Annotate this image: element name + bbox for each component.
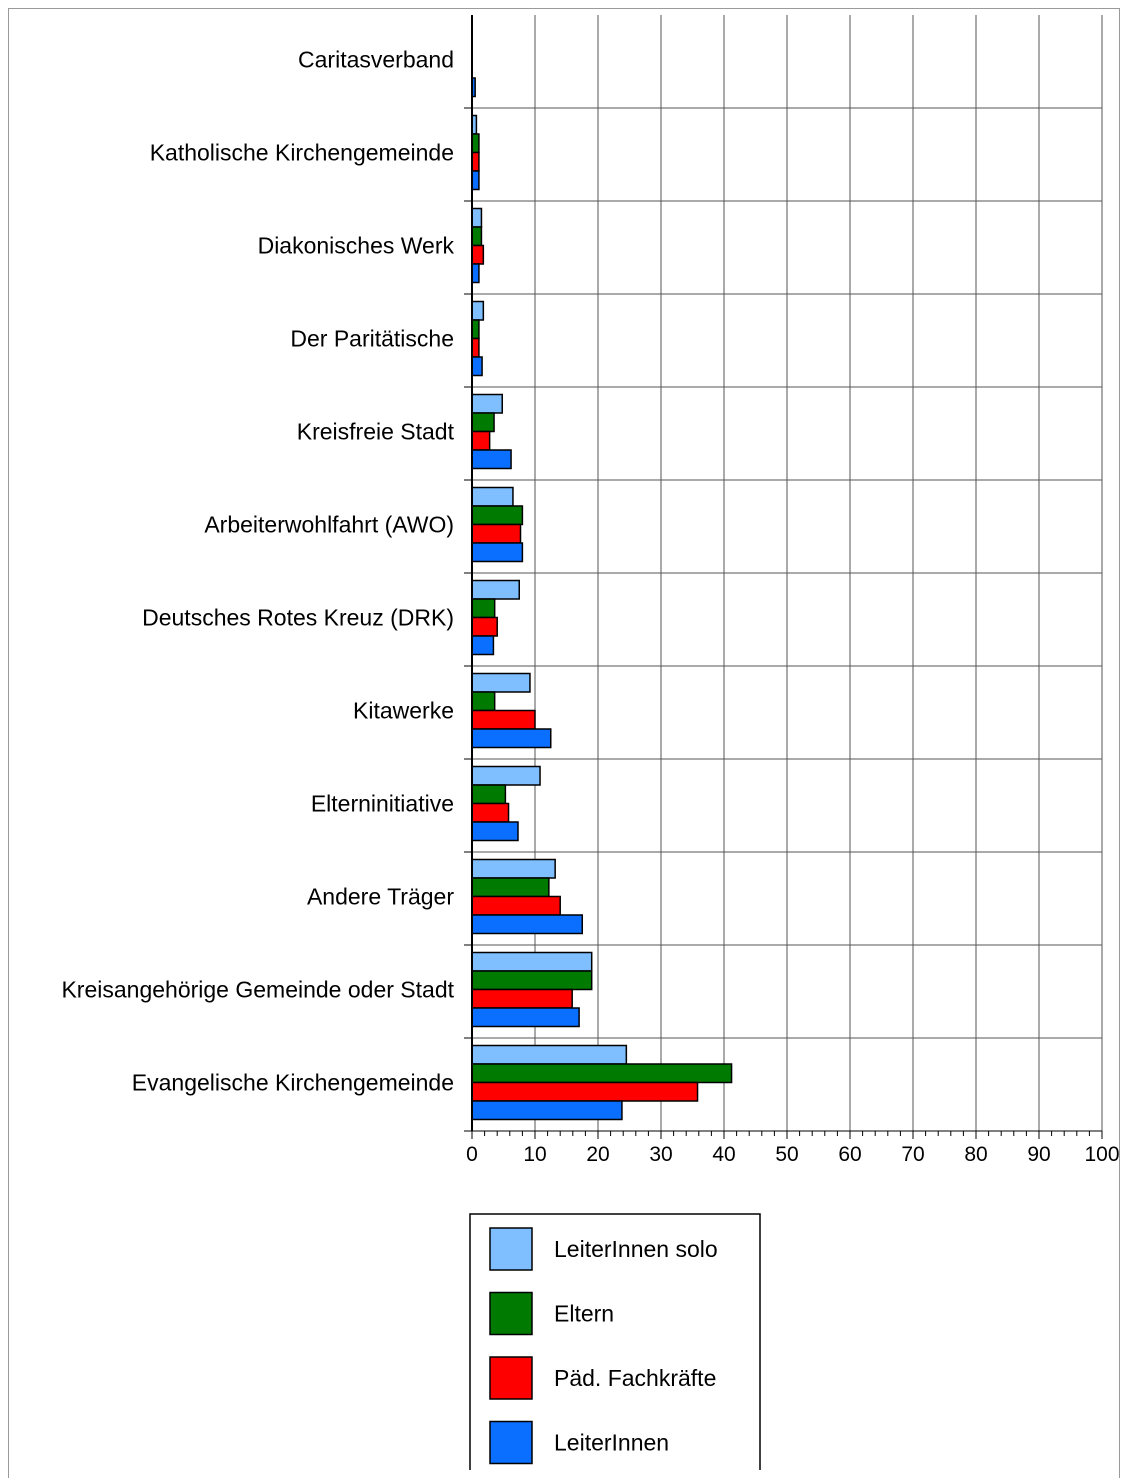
x-tick-label: 40 [712, 1143, 735, 1166]
bar-p-d-fachkr-fte [471, 151, 480, 172]
bar-eltern [471, 784, 507, 805]
category-label: Evangelische Kirchengemeinde [132, 1070, 454, 1096]
bar-p-d-fachkr-fte [471, 337, 480, 358]
category-label: Deutsches Rotes Kreuz (DRK) [142, 605, 454, 631]
bar-leiterinnen-solo [471, 672, 531, 693]
bar-leiterinnen [471, 542, 524, 563]
bar-leiterinnen-solo [471, 300, 485, 321]
bar-eltern [471, 691, 496, 712]
legend-swatch [489, 1356, 533, 1400]
bar-leiterinnen [471, 635, 495, 656]
bar-p-d-fachkr-fte [471, 244, 485, 265]
bar-leiterinnen [471, 821, 519, 842]
bar-p-d-fachkr-fte [471, 802, 510, 823]
legend-label: LeiterInnen [554, 1430, 669, 1456]
category-label: Caritasverband [298, 47, 454, 73]
category-label: Kreisfreie Stadt [297, 419, 455, 445]
bar-leiterinnen-solo [471, 951, 593, 972]
x-tick-label: 10 [523, 1143, 546, 1166]
bar-eltern [471, 133, 480, 154]
x-tick-label: 60 [838, 1143, 861, 1166]
bar-p-d-fachkr-fte [471, 709, 536, 730]
bar-leiterinnen [471, 449, 512, 470]
bar-leiterinnen-solo [471, 579, 520, 600]
x-tick-label: 0 [466, 1143, 478, 1166]
x-tick-label: 100 [1084, 1143, 1119, 1166]
category-label: Diakonisches Werk [258, 233, 455, 259]
legend-swatch [489, 1420, 533, 1465]
axes: 0 10 20 30 40 50 60 70 80 90 100 [464, 15, 1120, 1166]
legend-label: Eltern [554, 1301, 614, 1327]
bar-leiterinnen-solo [471, 765, 541, 786]
category-label: Elterninitiative [311, 791, 454, 817]
gridlines [472, 15, 1103, 1131]
bars [471, 77, 733, 1121]
bar-eltern [471, 505, 524, 526]
bar-p-d-fachkr-fte [471, 1081, 699, 1102]
bar-leiterinnen-solo [471, 207, 483, 228]
bar-leiterinnen [471, 356, 483, 377]
bar-eltern [471, 226, 483, 247]
legend: LeiterInnen solo Eltern Päd. Fachkräfte Lei… [469, 1213, 761, 1470]
bar-eltern [471, 1063, 733, 1084]
x-tick-label: 20 [586, 1143, 609, 1166]
bar-eltern [471, 970, 593, 991]
x-tick-label: 70 [901, 1143, 924, 1166]
bar-leiterinnen [471, 1007, 580, 1028]
bar-leiterinnen-solo [471, 486, 514, 507]
bar-leiterinnen [471, 170, 480, 191]
bar-p-d-fachkr-fte [471, 988, 573, 1009]
category-label: Kreisangehörige Gemeinde oder Stadt [61, 977, 454, 1003]
category-label: Der Paritätische [290, 326, 454, 352]
category-label: Kitawerke [353, 698, 454, 724]
bar-leiterinnen-solo [471, 393, 503, 414]
category-labels: Caritasverband Katholische Kirchengemeind… [61, 47, 454, 1096]
bar-leiterinnen [471, 263, 480, 284]
bar-p-d-fachkr-fte [471, 430, 491, 451]
category-label: Katholische Kirchengemeinde [150, 140, 454, 166]
bar-p-d-fachkr-fte [471, 523, 522, 544]
bar-eltern [471, 877, 550, 898]
legend-swatch [489, 1291, 533, 1336]
legend-label: LeiterInnen solo [554, 1236, 718, 1262]
x-tick-label: 90 [1027, 1143, 1050, 1166]
bar-p-d-fachkr-fte [471, 616, 498, 637]
legend-label: Päd. Fachkräfte [554, 1365, 716, 1391]
legend-swatch [489, 1227, 533, 1271]
bar-leiterinnen [471, 914, 583, 935]
category-label: Andere Träger [307, 884, 454, 910]
category-label: Arbeiterwohlfahrt (AWO) [204, 512, 454, 538]
bar-eltern [471, 412, 495, 433]
x-tick-label: 80 [964, 1143, 987, 1166]
x-tick-label: 50 [775, 1143, 798, 1166]
bar-leiterinnen [471, 1100, 623, 1121]
bar-leiterinnen-solo [471, 858, 556, 879]
bar-eltern [471, 319, 480, 340]
bar-p-d-fachkr-fte [471, 895, 561, 916]
x-tick-label: 30 [649, 1143, 672, 1166]
bar-leiterinnen-solo [471, 1044, 628, 1065]
bar-leiterinnen [471, 728, 552, 749]
bar-eltern [471, 598, 496, 619]
